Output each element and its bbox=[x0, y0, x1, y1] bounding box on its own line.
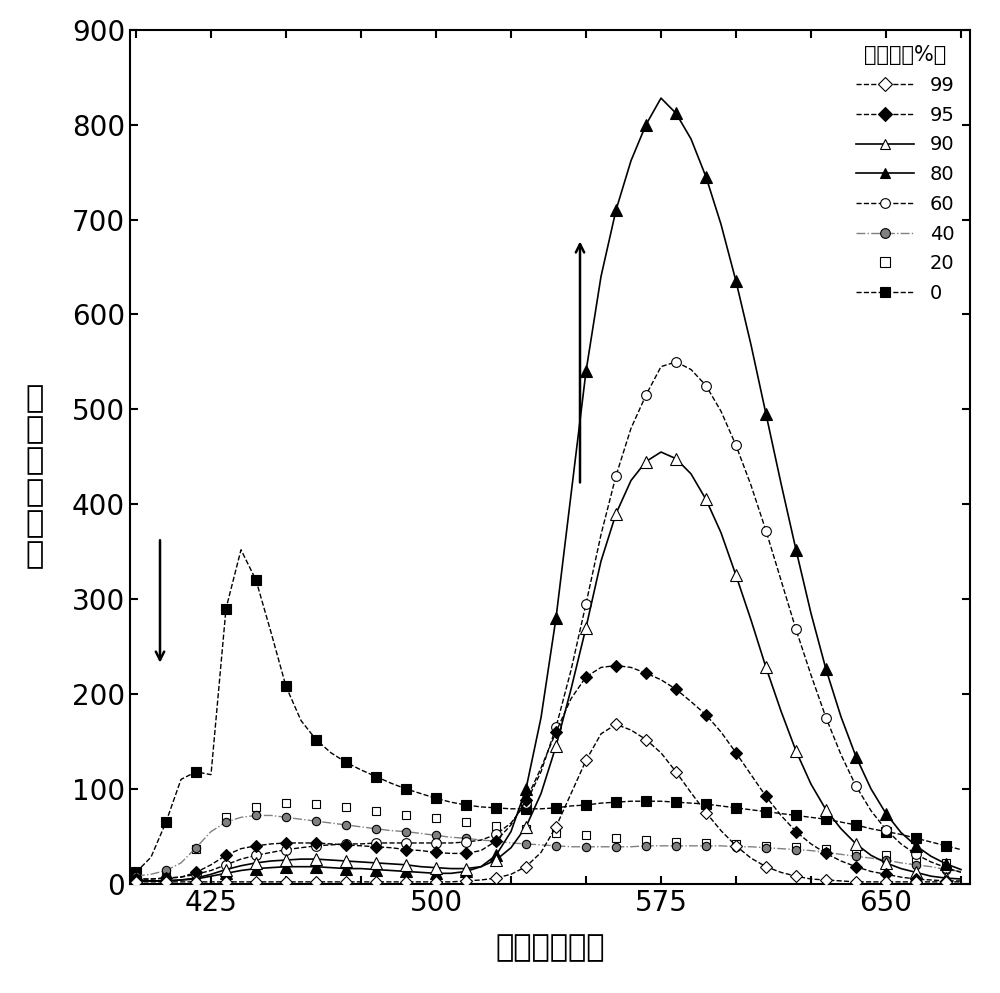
0 bbox=[655, 795, 667, 807]
60 bbox=[670, 355, 682, 367]
80 bbox=[955, 864, 967, 876]
40 bbox=[685, 840, 697, 852]
80 bbox=[775, 478, 787, 490]
20 bbox=[280, 797, 292, 809]
99 bbox=[775, 867, 787, 879]
95 bbox=[610, 659, 622, 671]
40 bbox=[145, 868, 157, 880]
Line: 99: 99 bbox=[132, 720, 965, 886]
0 bbox=[685, 797, 697, 809]
0 bbox=[235, 544, 247, 556]
40 bbox=[130, 870, 142, 882]
80 bbox=[655, 92, 667, 104]
95 bbox=[775, 809, 787, 821]
20 bbox=[145, 871, 157, 883]
40 bbox=[955, 866, 967, 878]
40 bbox=[775, 843, 787, 855]
99 bbox=[685, 786, 697, 798]
Text: 相
对
荧
光
强
度: 相 对 荧 光 强 度 bbox=[26, 384, 44, 569]
60 bbox=[595, 528, 607, 540]
0 bbox=[775, 807, 787, 819]
99 bbox=[430, 876, 442, 888]
90 bbox=[595, 555, 607, 567]
90 bbox=[130, 875, 142, 887]
Line: 90: 90 bbox=[130, 447, 967, 887]
Line: 95: 95 bbox=[132, 661, 965, 885]
Line: 20: 20 bbox=[132, 799, 965, 883]
80 bbox=[685, 133, 697, 145]
90 bbox=[655, 446, 667, 458]
0 bbox=[445, 796, 457, 808]
95 bbox=[940, 875, 952, 887]
20 bbox=[955, 859, 967, 871]
80 bbox=[430, 867, 442, 879]
90 bbox=[430, 862, 442, 874]
90 bbox=[640, 456, 652, 468]
40 bbox=[445, 831, 457, 843]
20 bbox=[655, 835, 667, 847]
90 bbox=[145, 875, 157, 887]
60 bbox=[145, 873, 157, 885]
Line: 80: 80 bbox=[130, 92, 967, 887]
95 bbox=[130, 873, 142, 885]
0 bbox=[610, 796, 622, 808]
Legend: 99, 95, 90, 80, 60, 40, 20, 0: 99, 95, 90, 80, 60, 40, 20, 0 bbox=[850, 40, 960, 309]
99 bbox=[145, 876, 157, 888]
40 bbox=[610, 841, 622, 853]
0 bbox=[145, 851, 157, 863]
99 bbox=[130, 876, 142, 888]
20 bbox=[775, 840, 787, 852]
99 bbox=[655, 747, 667, 759]
95 bbox=[145, 873, 157, 885]
40 bbox=[250, 809, 262, 821]
95 bbox=[955, 875, 967, 887]
80 bbox=[640, 119, 652, 131]
95 bbox=[685, 696, 697, 708]
60 bbox=[430, 837, 442, 849]
95 bbox=[655, 674, 667, 686]
20 bbox=[130, 873, 142, 885]
60 bbox=[775, 574, 787, 586]
80 bbox=[130, 875, 142, 887]
99 bbox=[595, 728, 607, 740]
95 bbox=[430, 846, 442, 858]
60 bbox=[640, 389, 652, 401]
Line: 60: 60 bbox=[131, 357, 966, 884]
20 bbox=[685, 837, 697, 849]
80 bbox=[595, 270, 607, 282]
0 bbox=[130, 867, 142, 879]
60 bbox=[130, 873, 142, 885]
95 bbox=[595, 661, 607, 673]
Line: 0: 0 bbox=[131, 545, 966, 877]
0 bbox=[955, 844, 967, 856]
60 bbox=[955, 867, 967, 879]
90 bbox=[685, 468, 697, 480]
99 bbox=[955, 876, 967, 888]
90 bbox=[955, 873, 967, 885]
99 bbox=[610, 718, 622, 730]
60 bbox=[685, 363, 697, 375]
Line: 40: 40 bbox=[132, 811, 965, 881]
80 bbox=[145, 875, 157, 887]
20 bbox=[610, 832, 622, 844]
20 bbox=[445, 814, 457, 826]
X-axis label: 波长（纳米）: 波长（纳米） bbox=[495, 933, 605, 962]
90 bbox=[775, 705, 787, 717]
40 bbox=[655, 840, 667, 852]
